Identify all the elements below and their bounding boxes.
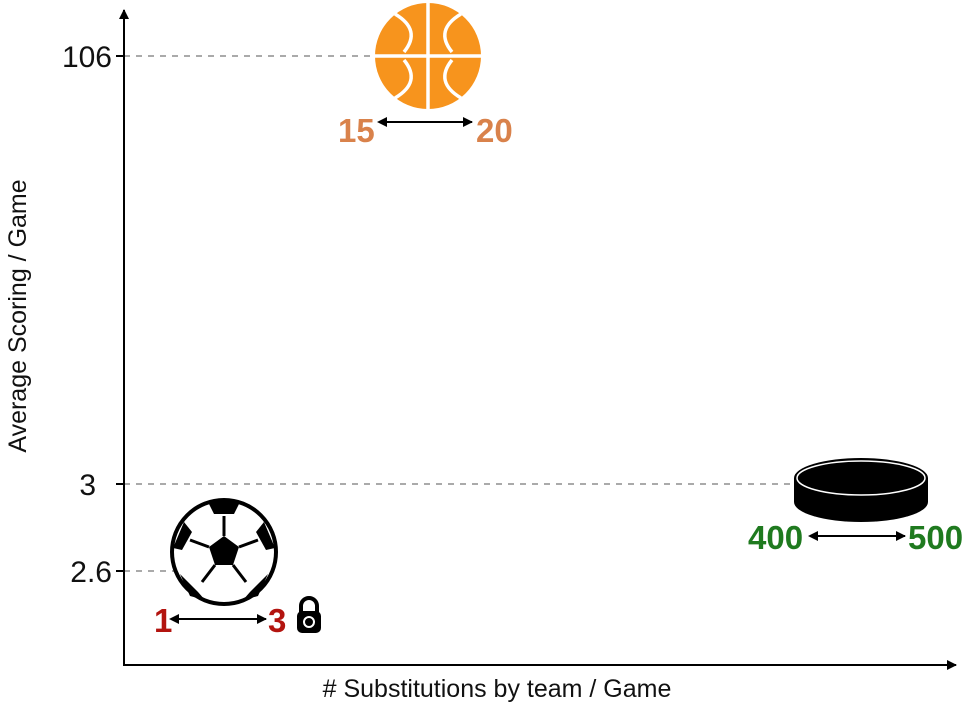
x-axis-title: # Substitutions by team / Game: [323, 675, 672, 703]
hockey-sub-min: 400: [748, 519, 803, 556]
soccer-sub-max: 3: [268, 602, 286, 639]
hockey-sub-max: 500: [908, 519, 963, 556]
soccer-ball-icon: [170, 498, 278, 606]
soccer-sub-min: 1: [154, 602, 172, 639]
basketball-sub-max: 20: [476, 112, 513, 149]
basketball-icon: [375, 3, 481, 109]
hockey-puck-icon: [794, 458, 928, 522]
y-tick-label-106: 106: [62, 41, 112, 74]
y-tick-label-2-6: 2.6: [70, 556, 112, 589]
y-tick-label-3: 3: [79, 469, 96, 502]
basketball-sub-min: 15: [338, 112, 375, 149]
y-axis-title: Average Scoring / Game: [4, 179, 32, 452]
padlock-icon: [297, 596, 321, 633]
